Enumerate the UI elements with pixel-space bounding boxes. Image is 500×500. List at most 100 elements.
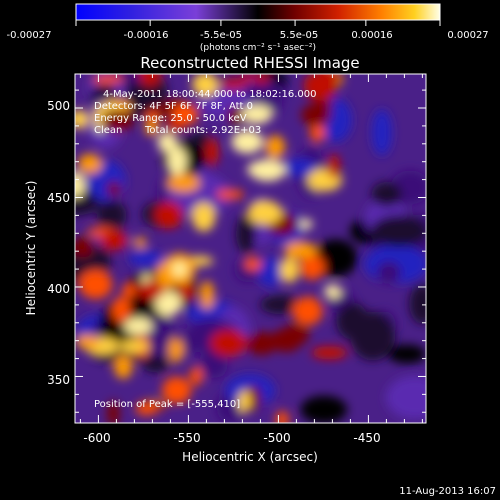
heatmap-cell xyxy=(154,201,184,229)
heatmap-cell xyxy=(75,171,85,198)
heatmap-cell xyxy=(227,106,245,125)
heatmap-cell xyxy=(231,129,264,154)
heatmap-cell xyxy=(96,200,127,231)
detectors-info: Detectors: 4F 5F 6F 7F 8F, Att 0 xyxy=(94,101,253,112)
heatmap-cell xyxy=(99,230,129,251)
heatmap-cell xyxy=(199,280,215,309)
heatmap-cell xyxy=(157,132,177,153)
heatmap-cell xyxy=(292,297,323,326)
y-tick-label-3: 450 xyxy=(47,191,70,205)
colorbar-tick-3: -5.5e-05 xyxy=(200,30,242,41)
heatmap-cell xyxy=(280,257,299,283)
heatmap-cell xyxy=(318,74,341,87)
heatmap-cell xyxy=(75,109,89,129)
heatmap-peak xyxy=(174,264,185,275)
x-axis-label: Heliocentric X (arcsec) xyxy=(182,450,318,464)
heatmap-cell xyxy=(300,255,325,280)
heatmap-cell xyxy=(371,109,392,156)
colorbar-ticks xyxy=(75,20,441,26)
heatmap-cell xyxy=(168,337,184,363)
heatmap-cell xyxy=(242,74,253,83)
colorbar-tick-4: 5.5e-05 xyxy=(280,30,318,41)
heatmap-cell xyxy=(192,202,216,232)
heatmap-cell xyxy=(387,344,426,364)
heatmap-cell xyxy=(269,328,303,353)
heatmap-cell xyxy=(371,181,403,207)
y-tick-label-4: 500 xyxy=(47,99,70,113)
heatmap-cell xyxy=(241,105,273,125)
heatmap-cell xyxy=(167,173,201,193)
heatmap-cell xyxy=(238,390,251,413)
heatmap-cell xyxy=(162,376,192,404)
heatmap-cell xyxy=(189,366,203,386)
heatmap-cell xyxy=(244,257,262,271)
heatmap-cell xyxy=(216,189,245,200)
heatmap-cell xyxy=(145,111,159,124)
heatmap-cell xyxy=(370,215,426,247)
colorbar-tick-5: 0.00016 xyxy=(351,30,392,41)
heatmap-cell xyxy=(144,121,159,136)
heatmap-cell xyxy=(121,283,136,298)
colorbar-tick-1: -0.00027 xyxy=(7,30,52,41)
heatmap-cell xyxy=(138,280,164,300)
heatmap-cell xyxy=(376,261,401,284)
colorbar xyxy=(75,3,441,21)
heatmap-cell xyxy=(219,78,247,90)
energy-range: Energy Range: 25.0 - 50.0 keV xyxy=(94,113,247,124)
heatmap-cell xyxy=(209,329,247,357)
y-axis-label: Heliocentric Y (arcsec) xyxy=(24,181,38,316)
heatmap-cell xyxy=(205,138,219,166)
heatmap-cell xyxy=(309,122,325,143)
colorbar-unit-label: (photons cm⁻² s⁻¹ asec⁻²) xyxy=(200,43,316,53)
heatmap-cell xyxy=(100,109,134,132)
heatmap-cell xyxy=(247,200,283,225)
heatmap-cell xyxy=(314,239,358,278)
heatmap-cell xyxy=(199,349,228,378)
heatmap-cell xyxy=(75,334,100,349)
heatmap-cell xyxy=(260,294,302,315)
heatmap-cell xyxy=(134,237,147,248)
heatmap-cell xyxy=(107,400,120,423)
heatmap-cell xyxy=(124,317,153,335)
heatmap-cell xyxy=(107,181,121,197)
peak-position: Position of Peak = [-555,410] xyxy=(94,399,240,410)
heatmap-cell xyxy=(247,160,285,179)
heatmap-cell xyxy=(275,410,289,423)
plot-frame xyxy=(74,73,427,424)
heatmap-cell xyxy=(77,153,102,174)
chart-title: Reconstructed RHESSI Image xyxy=(140,54,359,72)
clean-label: Clean xyxy=(94,125,122,136)
heatmap-cell xyxy=(177,282,195,301)
heatmap-cell xyxy=(350,311,396,361)
heatmap-cell xyxy=(244,81,285,104)
time-range: 4-May-2011 18:00:44.000 to 18:02:16.000 xyxy=(103,89,316,100)
heatmap-cell xyxy=(135,403,158,416)
x-tick-label-2: -550 xyxy=(173,431,200,445)
y-tick-label-2: 400 xyxy=(47,282,70,296)
heatmap-cell xyxy=(78,269,113,299)
heatmap-cell xyxy=(91,75,124,84)
heatmap-cell xyxy=(281,158,318,177)
heatmap-cell xyxy=(135,285,150,295)
footer-date: 11-Aug-2013 16:07 xyxy=(399,486,496,497)
heatmap-cell xyxy=(311,346,348,360)
heatmap-cell xyxy=(138,74,162,86)
heatmap-cell xyxy=(328,153,340,180)
heatmap-cell xyxy=(119,340,149,353)
heatmap-cell xyxy=(301,103,332,127)
heatmap-cell xyxy=(172,103,199,126)
heatmap-cell xyxy=(409,283,426,325)
total-counts: Total counts: 2.92E+03 xyxy=(144,125,261,136)
x-tick-label-3: -500 xyxy=(263,431,290,445)
colorbar-tick-2: -0.00016 xyxy=(124,30,169,41)
heatmap-cell xyxy=(257,256,284,287)
heatmap-cell xyxy=(167,146,187,176)
heatmap-cell xyxy=(141,355,170,373)
y-tick-label-1: 350 xyxy=(47,373,70,387)
heatmap-image xyxy=(75,74,426,423)
axis-ticks xyxy=(75,74,426,423)
colorbar-tick-6: 0.00027 xyxy=(447,30,488,41)
heatmap-cell xyxy=(155,291,182,316)
x-tick-label-1: -600 xyxy=(83,431,110,445)
